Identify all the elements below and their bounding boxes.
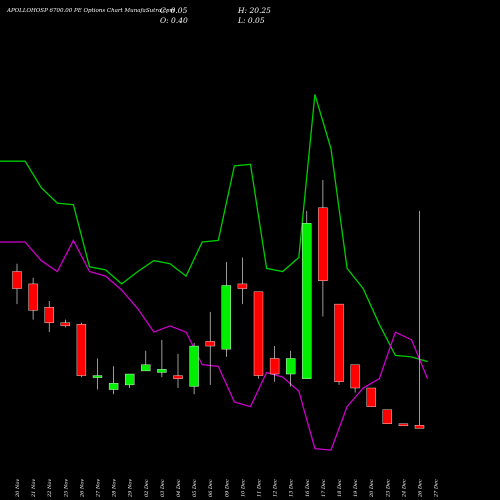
candle <box>12 263 22 305</box>
candle-body <box>44 307 54 323</box>
chart-title: APOLLOHOSP 6700.00 PE Options Chart Muna… <box>7 8 175 14</box>
candle-body <box>124 373 135 386</box>
candle <box>366 387 376 407</box>
candle <box>269 346 280 382</box>
x-tick-label: 27 Dec <box>434 479 440 498</box>
x-tick-label: 11 Dec <box>257 479 263 497</box>
x-tick-label: 12 Dec <box>273 479 279 497</box>
candle-body <box>60 322 70 327</box>
candle <box>334 303 344 385</box>
candle <box>318 179 328 317</box>
candle-body <box>237 283 248 289</box>
candle-body <box>12 271 22 289</box>
x-tick-label: 19 Dec <box>353 479 359 497</box>
candle-body <box>141 364 151 372</box>
x-tick-label: 17 Dec <box>321 479 327 497</box>
candle <box>205 311 215 385</box>
x-tick-label: 26 Nov <box>79 479 85 498</box>
candle-body <box>350 364 360 389</box>
x-tick-label: 06 Dec <box>208 479 214 497</box>
indicator-lines <box>0 94 429 451</box>
candle <box>60 319 70 328</box>
x-tick-label: 05 Dec <box>192 479 198 497</box>
close-readout: C: 0.05 <box>160 6 188 15</box>
candle-body <box>318 207 328 282</box>
candle-body <box>382 409 392 424</box>
candle <box>173 353 183 388</box>
indicator-line-0 <box>0 94 428 363</box>
candle <box>76 322 87 378</box>
candle <box>157 339 167 378</box>
candle <box>28 277 38 320</box>
x-tick-label: 28 Nov <box>112 479 118 498</box>
x-tick-label: 02 Dec <box>144 479 150 497</box>
x-tick-label: 23 Dec <box>385 479 391 498</box>
candle <box>350 364 360 393</box>
candle <box>382 409 392 424</box>
candle <box>398 423 409 426</box>
candle-body <box>302 223 312 379</box>
candle <box>124 373 135 388</box>
candle-body <box>76 324 87 376</box>
candle <box>44 301 54 333</box>
candle-body <box>398 423 409 426</box>
high-readout: H: 20.25 <box>238 6 271 15</box>
candle-body <box>221 285 232 350</box>
x-tick-label: 03 Dec <box>160 479 166 497</box>
x-tick-label: 18 Dec <box>337 479 343 497</box>
x-tick-label: 22 Nov <box>47 479 53 498</box>
candle-body <box>286 358 296 375</box>
x-tick-label: 25 Nov <box>63 479 69 498</box>
candle-body <box>269 358 280 375</box>
candle <box>414 210 425 429</box>
x-tick-label: 21 Nov <box>31 479 37 498</box>
candle-body <box>173 375 183 379</box>
candle-body <box>28 283 38 311</box>
x-tick-label: 26 Dec <box>418 479 424 498</box>
candle <box>302 210 312 379</box>
x-tick-label: 13 Dec <box>289 479 295 497</box>
candle-body <box>157 369 167 373</box>
candle-body <box>253 291 264 376</box>
candle-body <box>205 341 215 347</box>
candle <box>92 358 103 390</box>
candle <box>189 342 199 395</box>
x-tick-label: 10 Dec <box>240 479 246 497</box>
candle <box>141 350 151 372</box>
candle <box>286 350 296 387</box>
indicator-line-1 <box>0 238 429 451</box>
x-tick-label: 20 Nov <box>15 479 21 498</box>
x-tick-label: 20 Dec <box>369 479 375 498</box>
x-tick-label: 29 Nov <box>128 479 134 498</box>
candles <box>12 179 425 429</box>
candle <box>253 291 264 379</box>
candle-body <box>108 383 119 390</box>
x-tick-label: 24 Dec <box>401 479 407 498</box>
x-tick-label: 09 Dec <box>224 479 230 497</box>
candle-body <box>189 345 199 387</box>
x-tick-label: 16 Dec <box>305 479 311 497</box>
x-tick-label: 27 Nov <box>96 479 102 498</box>
candle <box>237 257 248 305</box>
candle <box>221 262 232 357</box>
candle-body <box>366 387 376 407</box>
open-readout: O: 0.40 <box>160 16 188 25</box>
low-readout: L: 0.05 <box>238 16 265 25</box>
x-axis-ticks: 20 Nov 21 Nov 22 Nov 25 Nov 26 Nov 27 Nov 28 N… <box>15 479 440 498</box>
candle-body <box>414 425 425 429</box>
x-tick-label: 04 Dec <box>176 479 182 497</box>
candle <box>108 366 119 395</box>
candle-body <box>334 303 344 382</box>
candle-body <box>92 375 103 378</box>
